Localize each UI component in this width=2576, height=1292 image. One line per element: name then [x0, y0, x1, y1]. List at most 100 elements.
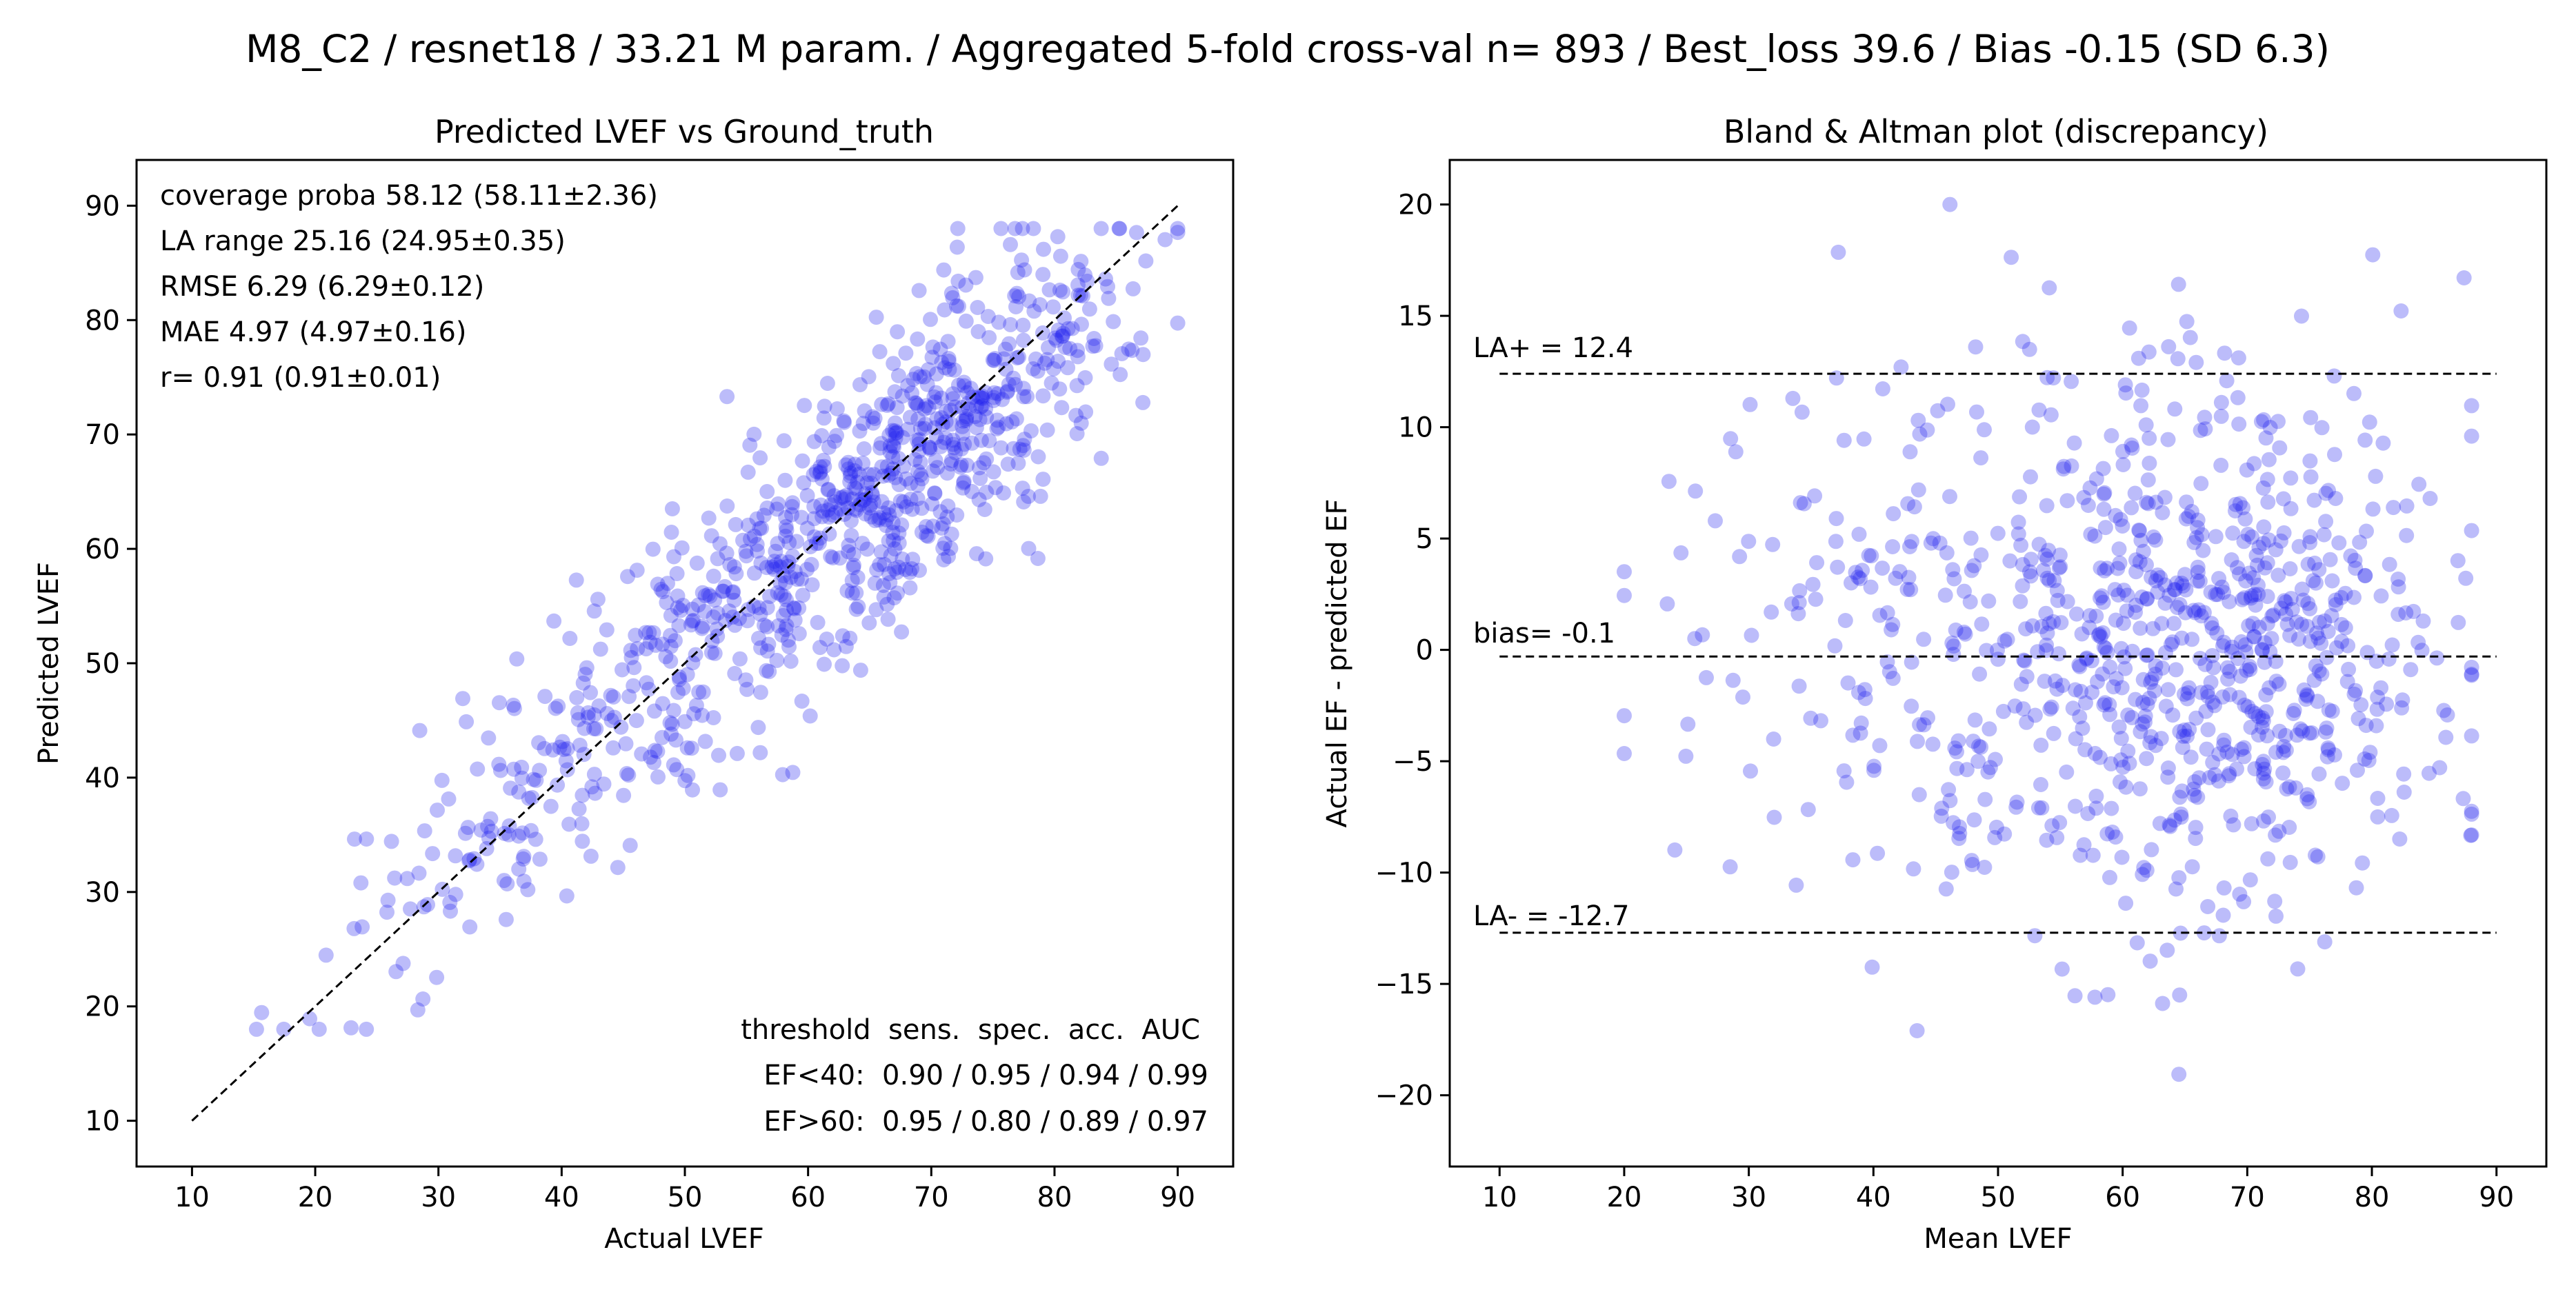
discrepancy-point [2145, 620, 2161, 636]
prediction-point [848, 601, 864, 617]
prediction-point [891, 525, 907, 541]
right-xtick-label: 90 [2479, 1182, 2514, 1213]
discrepancy-point [2107, 582, 2123, 598]
discrepancy-point [2039, 643, 2054, 658]
discrepancy-point [2260, 851, 2276, 867]
discrepancy-point [2186, 534, 2202, 550]
prediction-point [841, 538, 857, 554]
discrepancy-point [1695, 627, 1710, 643]
prediction-point [628, 627, 643, 643]
discrepancy-point [2119, 587, 2135, 603]
discrepancy-point [1990, 643, 2005, 658]
prediction-point [957, 378, 972, 394]
discrepancy-point [2168, 881, 2184, 897]
prediction-point [786, 600, 802, 616]
discrepancy-point [2254, 414, 2269, 430]
discrepancy-point [2379, 696, 2395, 712]
discrepancy-point [2222, 687, 2238, 703]
stat-rmse: RMSE 6.29 (6.29±0.12) [160, 271, 484, 303]
prediction-point [887, 415, 903, 431]
prediction-point [646, 755, 661, 770]
discrepancy-point [2155, 505, 2170, 521]
discrepancy-point [1948, 622, 1964, 638]
prediction-point [906, 372, 921, 387]
prediction-point [890, 324, 906, 340]
discrepancy-point [2304, 725, 2319, 740]
prediction-point [815, 452, 831, 468]
prediction-point [910, 463, 926, 479]
discrepancy-point [2414, 643, 2430, 658]
discrepancy-point [1933, 808, 1949, 824]
prediction-point [921, 440, 937, 456]
discrepancy-point [2172, 724, 2188, 740]
left-xtick-label: 60 [790, 1182, 826, 1213]
prediction-point [785, 765, 801, 780]
discrepancy-point [2223, 808, 2239, 824]
discrepancy-point [2172, 596, 2188, 612]
prediction-point [953, 441, 969, 457]
prediction-point [857, 492, 872, 507]
discrepancy-point [2278, 594, 2294, 610]
discrepancy-point [2247, 587, 2262, 603]
prediction-point [671, 618, 687, 634]
discrepancy-point [2077, 742, 2093, 758]
discrepancy-point [2139, 647, 2155, 663]
discrepancy-point [2121, 756, 2137, 771]
prediction-point [772, 575, 788, 590]
prediction-point [1133, 330, 1149, 346]
prediction-point [1093, 450, 1109, 466]
prediction-point [973, 432, 989, 448]
prediction-point [526, 771, 541, 787]
discrepancy-point [2219, 373, 2235, 389]
prediction-point [664, 501, 680, 516]
discrepancy-point [2221, 594, 2237, 609]
discrepancy-point [2162, 818, 2178, 834]
prediction-point [889, 425, 905, 441]
prediction-point [821, 526, 837, 542]
prediction-point [855, 416, 871, 432]
prediction-point [545, 742, 561, 758]
prediction-point [848, 585, 864, 600]
prediction-point [910, 412, 926, 427]
prediction-point [655, 729, 670, 745]
discrepancy-point [2214, 579, 2230, 595]
prediction-point [639, 675, 655, 691]
prediction-point [947, 399, 963, 415]
prediction-point [912, 563, 927, 578]
discrepancy-point [2282, 561, 2298, 576]
prediction-point [795, 453, 810, 469]
prediction-point [1037, 355, 1052, 371]
discrepancy-point [2087, 989, 2103, 1005]
discrepancy-point [2065, 700, 2081, 716]
prediction-point [462, 919, 478, 935]
prediction-point [943, 456, 959, 472]
discrepancy-point [2270, 567, 2286, 583]
discrepancy-point [2244, 529, 2260, 545]
discrepancy-point [2013, 537, 2029, 553]
discrepancy-point [2282, 627, 2298, 643]
discrepancy-point [2108, 507, 2124, 523]
discrepancy-point [2039, 637, 2055, 653]
discrepancy-point [2141, 344, 2157, 360]
prediction-point [1081, 301, 1097, 317]
prediction-point [606, 709, 622, 725]
prediction-point [1001, 376, 1017, 392]
prediction-point [683, 617, 699, 633]
left-ytick-label: 50 [85, 648, 120, 680]
discrepancy-point [2464, 827, 2479, 843]
discrepancy-point [2183, 749, 2199, 765]
prediction-point [794, 694, 810, 709]
discrepancy-point [2390, 579, 2406, 595]
prediction-point [789, 572, 805, 587]
discrepancy-point [2350, 763, 2365, 778]
discrepancy-point [2283, 501, 2299, 516]
prediction-point [523, 822, 539, 838]
discrepancy-point [2200, 689, 2216, 705]
discrepancy-point [2192, 651, 2208, 666]
prediction-point [835, 628, 850, 644]
prediction-point [712, 536, 728, 552]
left-xtick-label: 50 [668, 1182, 703, 1213]
prediction-point [828, 505, 843, 521]
discrepancy-point [2210, 587, 2226, 603]
left-x-axis-label: Actual LVEF [604, 1223, 764, 1255]
